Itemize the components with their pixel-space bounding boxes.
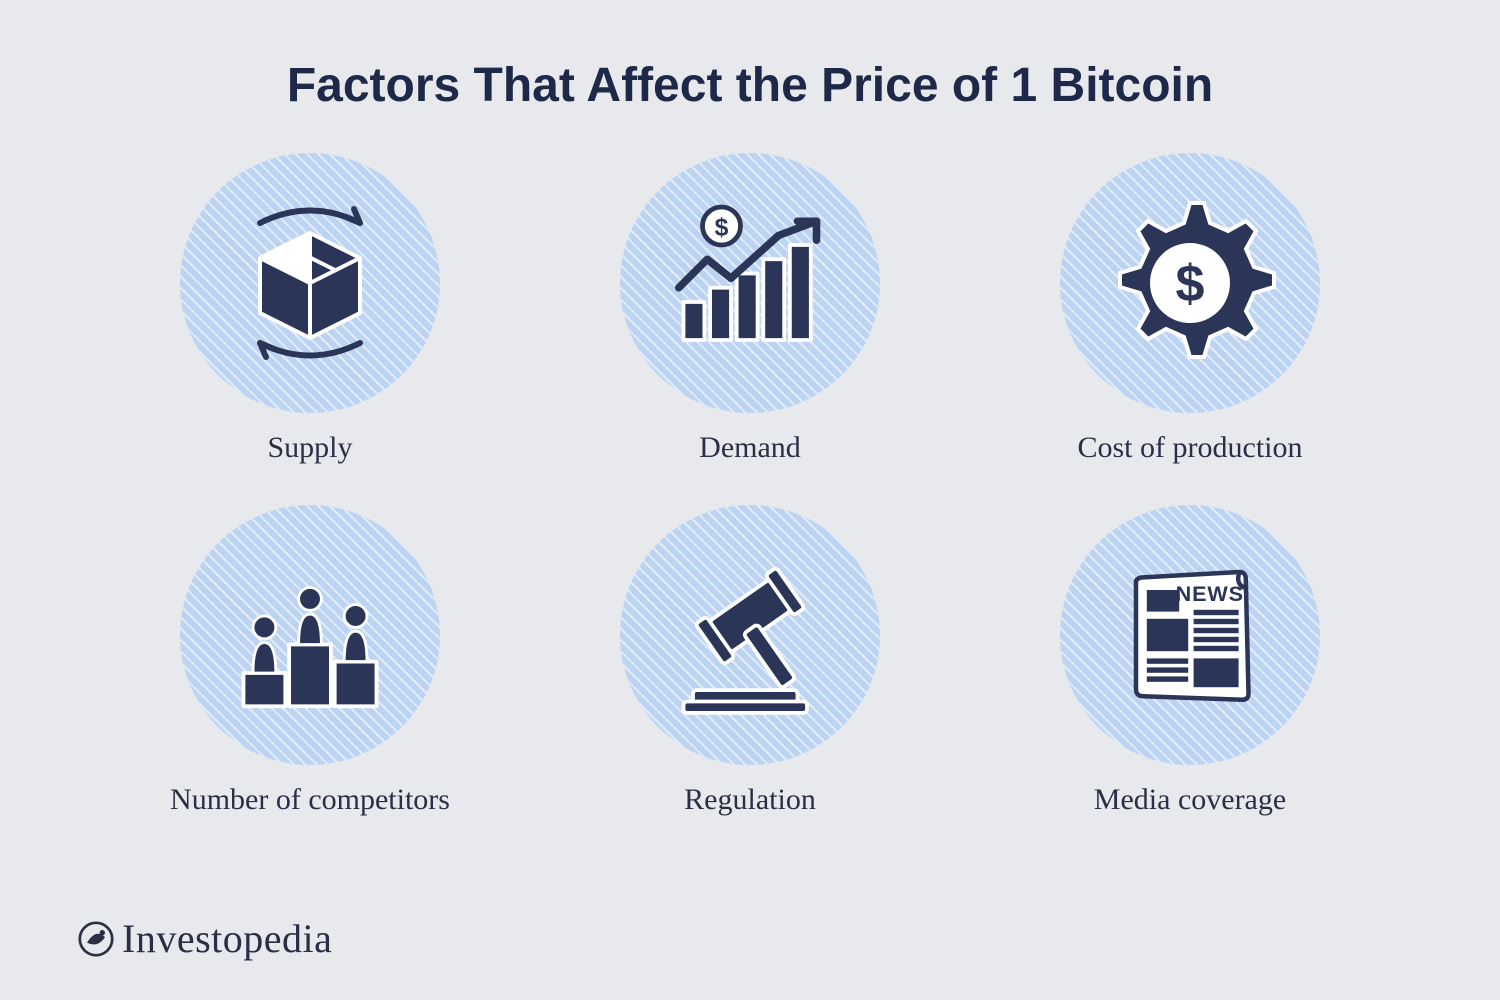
box-cycle-icon <box>210 183 410 383</box>
newspaper-icon: NEWS <box>1090 535 1290 735</box>
page-title: Factors That Affect the Price of 1 Bitco… <box>0 0 1500 113</box>
factor-circle <box>180 153 440 413</box>
factor-circle <box>620 505 880 765</box>
factor-demand: $ Demand <box>620 153 880 465</box>
factor-label: Regulation <box>684 783 816 817</box>
factor-cost: $ Cost of production <box>1060 153 1320 465</box>
svg-text:$: $ <box>715 215 729 242</box>
factor-label: Cost of production <box>1078 431 1303 465</box>
investopedia-logo-icon <box>78 921 114 957</box>
factor-label: Number of competitors <box>170 783 450 817</box>
factor-circle: $ <box>1060 153 1320 413</box>
growth-chart-icon: $ <box>650 183 850 383</box>
factor-circle: NEWS <box>1060 505 1320 765</box>
gavel-icon <box>650 535 850 735</box>
factor-label: Supply <box>267 431 352 465</box>
factor-media: NEWS Media <box>1060 505 1320 817</box>
svg-text:NEWS: NEWS <box>1176 581 1244 606</box>
gear-dollar-icon: $ <box>1090 183 1290 383</box>
factor-circle: $ <box>620 153 880 413</box>
factor-competitors: Number of competitors <box>170 505 450 817</box>
factor-supply: Supply <box>180 153 440 465</box>
factor-circle <box>180 505 440 765</box>
podium-people-icon <box>210 535 410 735</box>
factor-regulation: Regulation <box>620 505 880 817</box>
factors-grid: Supply <box>120 153 1380 817</box>
brand-name: Investopedia <box>122 915 332 962</box>
brand-footer: Investopedia <box>78 915 332 962</box>
factor-label: Demand <box>699 431 801 465</box>
factor-label: Media coverage <box>1094 783 1286 817</box>
svg-text:$: $ <box>1176 255 1205 313</box>
